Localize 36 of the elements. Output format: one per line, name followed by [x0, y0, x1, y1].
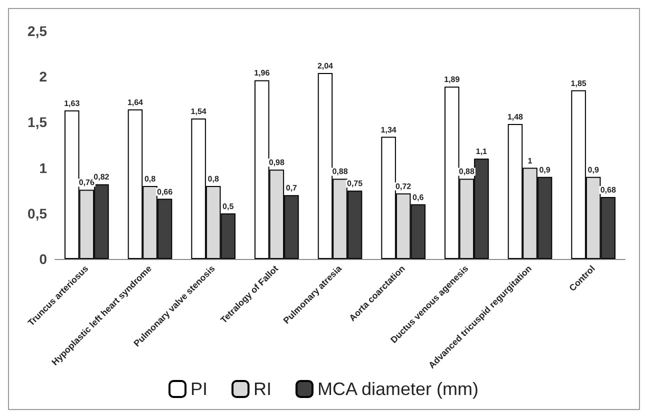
y-tick-label: 0,5	[28, 205, 48, 222]
legend-label: RI	[254, 379, 272, 399]
data-label: 0,8	[208, 174, 220, 184]
data-label: 0,7	[286, 184, 298, 193]
data-label: 0,8	[144, 174, 156, 184]
data-label: 0,88	[332, 167, 348, 176]
data-label: 1,34	[380, 125, 397, 134]
y-tick-label: 2,5	[28, 23, 48, 39]
y-tick-label: 0	[39, 251, 48, 267]
data-label: 1,54	[190, 107, 207, 116]
data-label: 1,96	[254, 68, 270, 78]
data-label: 1,89	[444, 75, 460, 84]
data-label: 0,5	[222, 202, 234, 211]
data-label: 2,04	[317, 61, 334, 70]
data-label: 0,82	[94, 172, 110, 182]
data-label: 0,66	[156, 187, 174, 196]
data-label: 0,6	[412, 192, 424, 202]
data-label: 0,9	[588, 165, 600, 174]
data-label: 1,1	[476, 147, 488, 156]
data-label: 1,85	[570, 78, 587, 88]
y-tick-label: 2	[39, 68, 48, 85]
data-label: 0,72	[396, 182, 412, 191]
y-tick-label: 1,5	[28, 114, 48, 130]
data-label: 0,88	[458, 167, 475, 176]
legend-label: PI	[190, 379, 208, 399]
data-label: 1,64	[127, 98, 144, 107]
data-label: 1	[528, 156, 533, 166]
data-label: 0,98	[268, 158, 285, 168]
data-label: 0,76	[78, 178, 95, 188]
data-label: 0,75	[346, 179, 364, 188]
data-label: 1,48	[507, 112, 524, 122]
data-label: 0,9	[539, 165, 551, 174]
y-tick-label: 1	[39, 160, 48, 176]
legend-label: MCA diameter (mm)	[318, 379, 479, 399]
data-label: 0,68	[600, 185, 616, 194]
data-label: 1,63	[64, 98, 80, 108]
